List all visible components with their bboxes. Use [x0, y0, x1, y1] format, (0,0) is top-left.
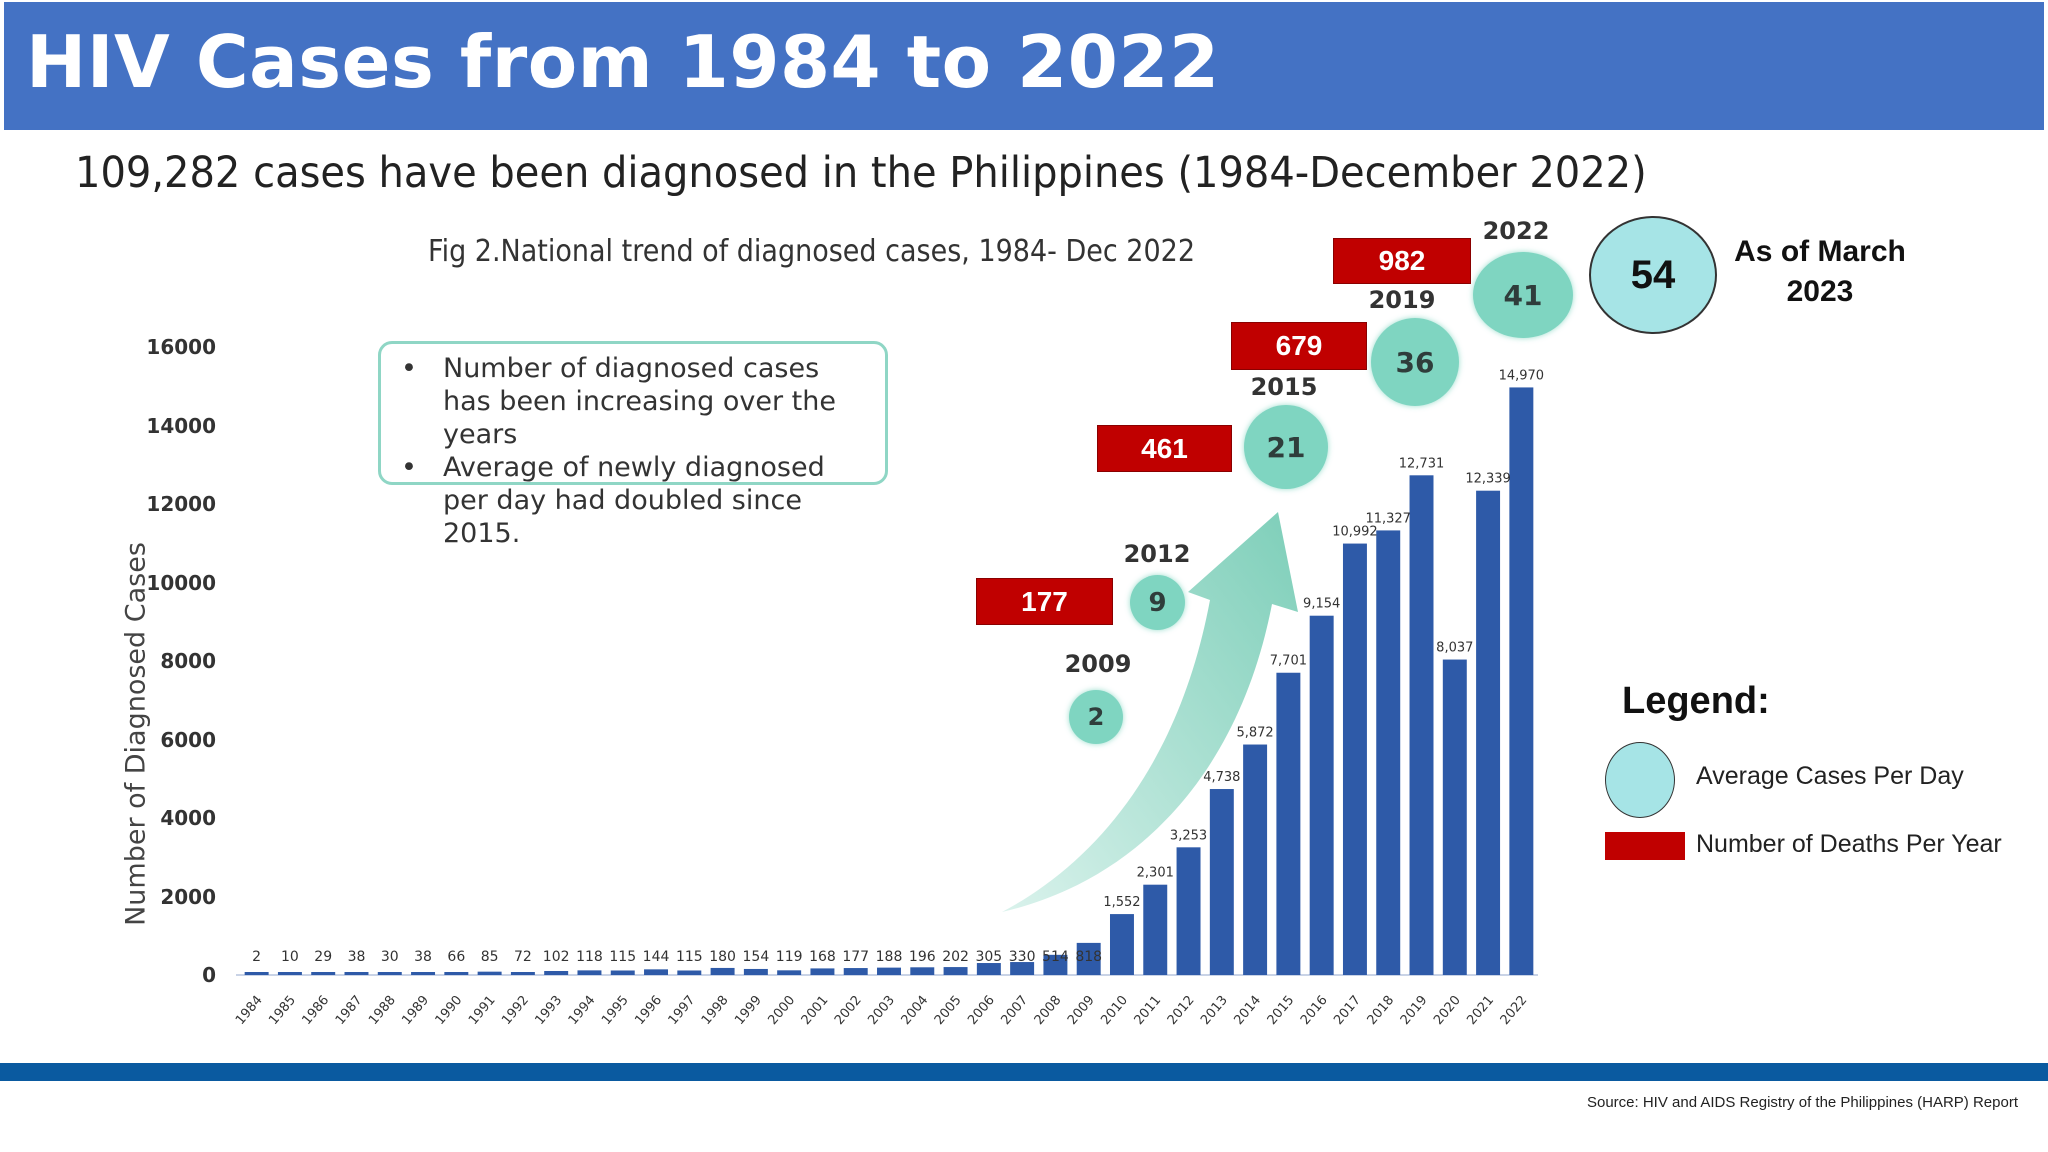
cases-summary: 109,282 cases have been diagnosed in the…	[75, 148, 1647, 198]
legend-circle-icon	[1605, 742, 1675, 818]
callout-year-2012: 2012	[1123, 540, 1191, 568]
avg-cases-circle-2012: 9	[1130, 575, 1185, 630]
y-tick-14000: 14000	[146, 413, 216, 438]
y-tick-0: 0	[202, 963, 216, 987]
march-2023-label: As of March 2023	[1720, 232, 1920, 312]
deaths-box-2015: 461	[1097, 425, 1232, 472]
march-label-line2: 2023	[1786, 275, 1854, 308]
march-label-line1: As of March	[1734, 235, 1906, 268]
note-bullet: Number of diagnosed cases has been incre…	[401, 352, 871, 451]
y-tick-8000: 8000	[160, 649, 216, 673]
avg-cases-circle-2009: 2	[1069, 690, 1123, 744]
y-tick-4000: 4000	[160, 806, 216, 830]
bottom-divider	[0, 1063, 2048, 1081]
avg-cases-circle-2015: 21	[1244, 405, 1328, 489]
y-tick-12000: 12000	[146, 492, 216, 516]
y-tick-6000: 6000	[160, 727, 216, 752]
deaths-box-2019: 679	[1231, 322, 1367, 370]
source-citation: Source: HIV and AIDS Registry of the Phi…	[1586, 1094, 2018, 1111]
callout-year-2022: 2022	[1482, 217, 1550, 245]
march-2023-circle: 54	[1589, 216, 1717, 334]
y-tick-10000: 10000	[146, 570, 216, 595]
note-box: Number of diagnosed cases has been incre…	[378, 341, 888, 549]
callout-year-2019: 2019	[1368, 286, 1436, 314]
legend-rect-icon	[1605, 832, 1685, 860]
legend-rect-label: Number of Deaths Per Year	[1696, 830, 2002, 858]
legend-title: Legend:	[1622, 680, 1770, 722]
y-axis-label: Number of Diagnosed Cases	[120, 542, 152, 926]
y-tick-2000: 2000	[160, 884, 216, 909]
title-banner: HIV Cases from 1984 to 2022	[4, 2, 2044, 130]
legend-circle-label: Average Cases Per Day	[1696, 762, 1964, 790]
note-bullet: Average of newly diagnosed per day had d…	[401, 451, 871, 550]
callout-year-2015: 2015	[1250, 373, 1318, 401]
callout-year-2009: 2009	[1064, 650, 1132, 678]
avg-cases-circle-2019: 36	[1371, 318, 1459, 406]
avg-cases-circle-2022: 41	[1473, 252, 1573, 338]
page-title: HIV Cases from 1984 to 2022	[26, 20, 1220, 104]
deaths-box-2012: 177	[976, 578, 1113, 625]
figure-title: Fig 2.National trend of diagnosed cases,…	[428, 234, 1196, 269]
deaths-box-2022: 982	[1333, 238, 1471, 284]
y-tick-16000: 16000	[146, 335, 216, 359]
